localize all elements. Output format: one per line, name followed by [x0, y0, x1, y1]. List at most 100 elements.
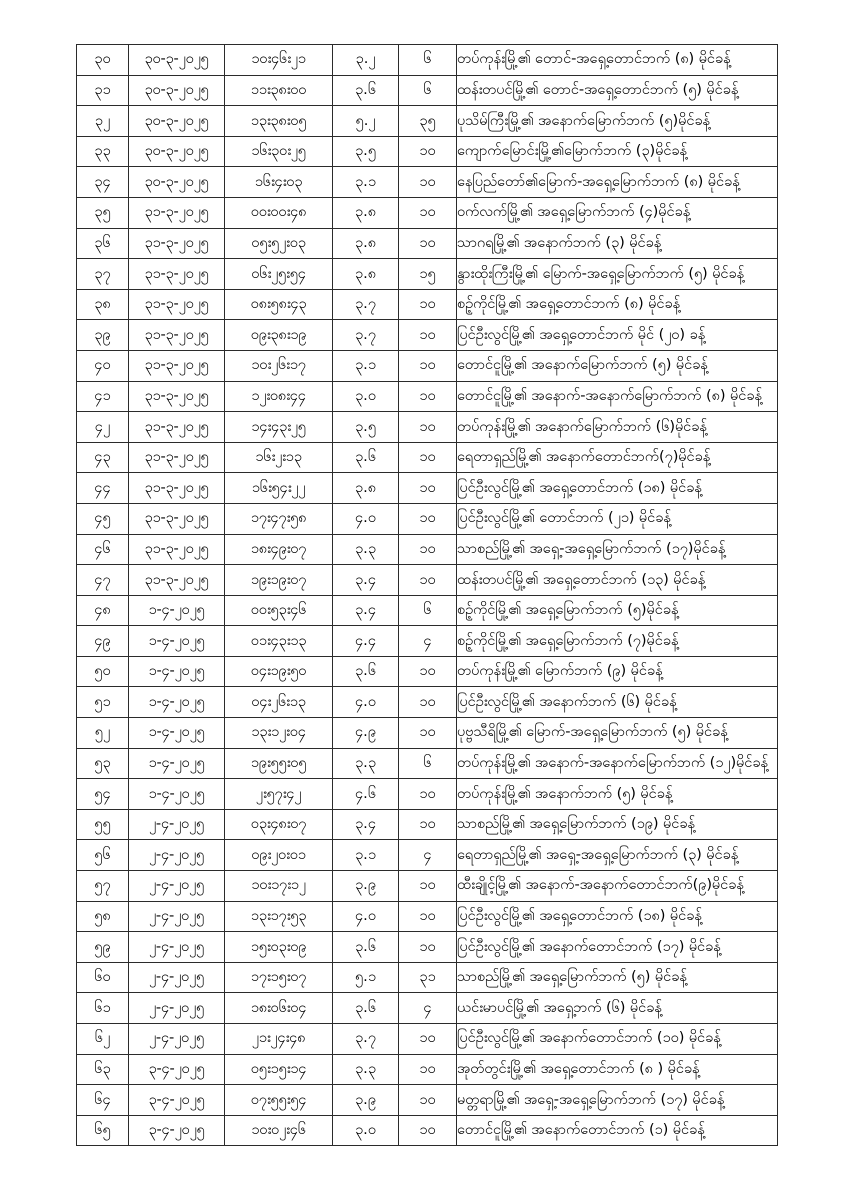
cell-date: ၃၀-၃-၂၀၂၅: [128, 135, 225, 168]
cell-magnitude: ၃.၁: [332, 349, 399, 382]
table-row: ၃၈ ၃၁-၃-၂၀၂၅ ၀၈း၅၈း၄၃ ၃.၇ ၁၀ စဉ့်ကိုင်မြို့၏ …: [76, 288, 778, 321]
cell-magnitude: ၃.၄: [332, 808, 399, 841]
cell-depth: ၁၀: [398, 135, 457, 168]
table-row: ၃၆ ၃၁-၃-၂၀၂၅ ၀၅း၅၂း၀၃ ၃.၈ ၁၀ သာဂရမြို့၏ အနောက…: [76, 227, 778, 260]
cell-serial-number: ၄၀: [76, 349, 129, 382]
cell-magnitude: ၃.၆: [332, 655, 399, 688]
cell-depth: ၁၀: [398, 808, 457, 841]
cell-magnitude: ၃.၇: [332, 319, 399, 351]
cell-location-description: ပုဗ္ဗသီရိမြို့၏ မြောက်-အရှေ့မြောက်ဘက် (၅…: [456, 717, 778, 749]
table-row: ၅၅ ၂-၄-၂၀၂၅ ၀၃း၄၈း၀၇ ၃.၄ ၁၀ သာစည်မြို့၏ အရှေ့…: [76, 808, 778, 841]
cell-depth: ၁၀: [398, 1023, 457, 1055]
table-body: ၃၀ ၃၀-၃-၂၀၂၅ ၁၀း၄၆း၂၁ ၃.၂၆တပ်ကုန်းမြို့၏ တေ…: [76, 44, 778, 1147]
cell-location-description: တောင်ငူမြို့၏ အနောက်တောင်ဘက် (၁) မိုင်ခန…: [456, 1114, 778, 1147]
cell-location-description: နွားထိုးကြီးမြို့၏ မြောက်-အရှေ့မြောက်ဘက်…: [456, 258, 778, 290]
cell-magnitude: ၃.၅: [332, 411, 399, 443]
cell-date: ၃၁-၃-၂၀၂၅: [128, 502, 225, 535]
table-row: ၃၀ ၃၀-၃-၂၀၂၅ ၁၀း၄၆း၂၁ ၃.၂၆တပ်ကုန်းမြို့၏ တေ…: [76, 44, 778, 76]
cell-date: ၃၁-၃-၂၀၂၅: [128, 564, 225, 596]
cell-serial-number: ၄၄: [76, 472, 129, 504]
cell-date: ၂-၄-၂၀၂၅: [128, 992, 225, 1024]
cell-serial-number: ၃၄: [76, 166, 129, 198]
cell-location-description: သာစည်မြို့၏ အရှေ့-အရှေ့မြောက်ဘက် (၁၇)မို…: [456, 533, 778, 566]
cell-magnitude: ၃.၃: [332, 747, 399, 780]
cell-time: ၁၇း၁၅း၀၇: [224, 961, 333, 994]
cell-date: ၂-၄-၂၀၂၅: [128, 839, 225, 872]
cell-time: ၁၀း၄၆း၂၁: [224, 44, 333, 76]
cell-serial-number: ၃၈: [76, 288, 129, 321]
cell-location-description: ဝက်လက်မြို့၏ အရှေ့မြောက်ဘက် (၄)မိုင်ခန့်: [456, 196, 778, 229]
cell-time: ၀၇း၅၅း၅၄: [224, 1084, 333, 1116]
cell-date: ၁-၄-၂၀၂၅: [128, 655, 225, 688]
cell-serial-number: ၆၄: [76, 1084, 129, 1116]
cell-location-description: ကျောက်မြောင်းမြို့၏မြောက်ဘက် (၃)မိုင်ခန့…: [456, 135, 778, 168]
cell-date: ၃-၄-၂၀၂၅: [128, 1084, 225, 1116]
cell-location-description: ပြင်ဦးလွင်မြို့၏ အနောက်ဘက် (၆) မိုင်ခန့်: [456, 686, 778, 719]
cell-time: ၂၁း၂၄း၄၈: [224, 1023, 333, 1055]
cell-magnitude: ၃.၃: [332, 533, 399, 566]
cell-magnitude: ၅.၁: [332, 961, 399, 994]
cell-date: ၃၀-၃-၂၀၂၅: [128, 166, 225, 198]
table-row: ၃၅ ၃၁-၃-၂၀၂၅ ၀၀း၀၀း၄၈ ၃.၈ ၁၀ ဝက်လက်မြို့၏ အရှ…: [76, 196, 778, 229]
cell-magnitude: ၃.၆: [332, 931, 399, 963]
cell-serial-number: ၅၂: [76, 717, 129, 749]
table-row: ၆၀ ၂-၄-၂၀၂၅ ၁၇း၁၅း၀၇ ၅.၁ ၃၁ သာစည်မြို့၏ အရှေ့…: [76, 961, 778, 994]
cell-depth: ၄: [398, 625, 457, 657]
cell-location-description: သာဂရမြို့၏ အနောက်ဘက် (၃) မိုင်ခန့်: [456, 227, 778, 260]
cell-location-description: တပ်ကုန်းမြို့၏ အနောက်-အနောက်မြောက်ဘက် (၁…: [456, 747, 778, 780]
table-row: ၃၇ ၃၁-၃-၂၀၂၅ ၀၆း၂၅း၅၄ ၃.၈ ၁၅ နွားထိုးကြီးမြို…: [76, 258, 778, 290]
cell-date: ၃၁-၃-၂၀၂၅: [128, 258, 225, 290]
cell-location-description: မတ္တရာမြို့၏ အရှေ့-အရှေ့မြောက်ဘက် (၁၇) မ…: [456, 1084, 778, 1116]
table-row: ၃၄ ၃၀-၃-၂၀၂၅ ၁၆း၄း၀၃ ၃.၁ ၁၀ နေပြည်တော်၏မြောက်…: [76, 166, 778, 198]
cell-date: ၁-၄-၂၀၂၅: [128, 747, 225, 780]
cell-serial-number: ၃၅: [76, 196, 129, 229]
cell-depth: ၁၀: [398, 533, 457, 566]
cell-location-description: တောင်ငူမြို့၏ အနောက်မြောက်ဘက် (၅) မိုင်ခ…: [456, 349, 778, 382]
cell-time: ၁၃း၁၇း၅၃: [224, 900, 333, 933]
cell-date: ၃၁-၃-၂၀၂၅: [128, 196, 225, 229]
cell-serial-number: ၅၇: [76, 870, 129, 902]
table-row: ၅၇ ၂-၄-၂၀၂၅ ၁၀း၁၇း၁၂ ၃.၉ ၁၀ ထီးချိုင့်မြို့၏ …: [76, 870, 778, 902]
cell-date: ၃၁-၃-၂၀၂၅: [128, 472, 225, 504]
cell-date: ၂-၄-၂၀၂၅: [128, 900, 225, 933]
cell-location-description: တပ်ကုန်းမြို့၏ မြောက်ဘက် (၉) မိုင်ခန့်: [456, 655, 778, 688]
cell-serial-number: ၄၁: [76, 380, 129, 413]
table-row: ၅၄ ၁-၄-၂၀၂၅ ၂း၅၇း၄၂ ၄.၆ ၁၀ တပ်ကုန်းမြို့၏ အနေ…: [76, 778, 778, 810]
cell-date: ၃၀-၃-၂၀၂၅: [128, 74, 225, 107]
cell-serial-number: ၃၁: [76, 74, 129, 107]
cell-magnitude: ၃.၂: [332, 44, 399, 76]
cell-serial-number: ၄၈: [76, 594, 129, 627]
cell-date: ၃၁-၃-၂၀၂၅: [128, 288, 225, 321]
cell-location-description: ရေတာရှည်မြို့၏ အရှေ့-အရှေ့မြောက်ဘက် (၃) …: [456, 839, 778, 872]
cell-date: ၂-၄-၂၀၂၅: [128, 808, 225, 841]
cell-depth: ၄: [398, 992, 457, 1024]
cell-time: ၁၈း၄၉း၀၇: [224, 533, 333, 566]
cell-location-description: ပြင်ဦးလွင်မြို့၏ အနောက်တောင်ဘက် (၁၇) မို…: [456, 931, 778, 963]
cell-location-description: ထန်းတပင်မြို့၏ အရှေ့တောင်ဘက် (၁၃) မိုင်ခ…: [456, 564, 778, 596]
cell-time: ၁၄း၄၃း၂၅: [224, 411, 333, 443]
cell-time: ၀၅း၁၅း၁၄: [224, 1053, 333, 1086]
cell-date: ၁-၄-၂၀၂၅: [128, 625, 225, 657]
cell-depth: ၆: [398, 44, 457, 76]
cell-date: ၃၁-၃-၂၀၂၅: [128, 380, 225, 413]
cell-magnitude: ၃.၆: [332, 441, 399, 474]
cell-location-description: သာစည်မြို့၏ အရှေ့မြောက်ဘက် (၅) မိုင်ခန့်: [456, 961, 778, 994]
cell-depth: ၁၀: [398, 655, 457, 688]
cell-magnitude: ၃.၄: [332, 594, 399, 627]
table-row: ၅၈ ၂-၄-၂၀၂၅ ၁၃း၁၇း၅၃ ၄.၀ ၁၀ ပြင်ဦးလွင်မြို့၏ …: [76, 900, 778, 933]
cell-date: ၃၀-၃-၂၀၂၅: [128, 44, 225, 76]
cell-serial-number: ၄၇: [76, 564, 129, 596]
cell-location-description: တပ်ကုန်းမြို့၏ တောင်-အရှေ့တောင်ဘက် (၈) မ…: [456, 44, 778, 76]
cell-serial-number: ၅၀: [76, 655, 129, 688]
cell-serial-number: ၄၉: [76, 625, 129, 657]
cell-time: ၀၉း၃၈း၁၉: [224, 319, 333, 351]
cell-serial-number: ၆၅: [76, 1114, 129, 1147]
table-row: ၄၉ ၁-၄-၂၀၂၅ ၀၁း၄၃း၁၃ ၄.၄၄စဉ့်ကိုင်မြို့၏ အရ…: [76, 625, 778, 657]
cell-date: ၃၁-၃-၂၀၂၅: [128, 349, 225, 382]
cell-magnitude: ၄.၉: [332, 717, 399, 749]
cell-serial-number: ၅၉: [76, 931, 129, 963]
cell-date: ၁-၄-၂၀၂၅: [128, 778, 225, 810]
cell-magnitude: ၄.၀: [332, 900, 399, 933]
cell-date: ၃၁-၃-၂၀၂၅: [128, 441, 225, 474]
